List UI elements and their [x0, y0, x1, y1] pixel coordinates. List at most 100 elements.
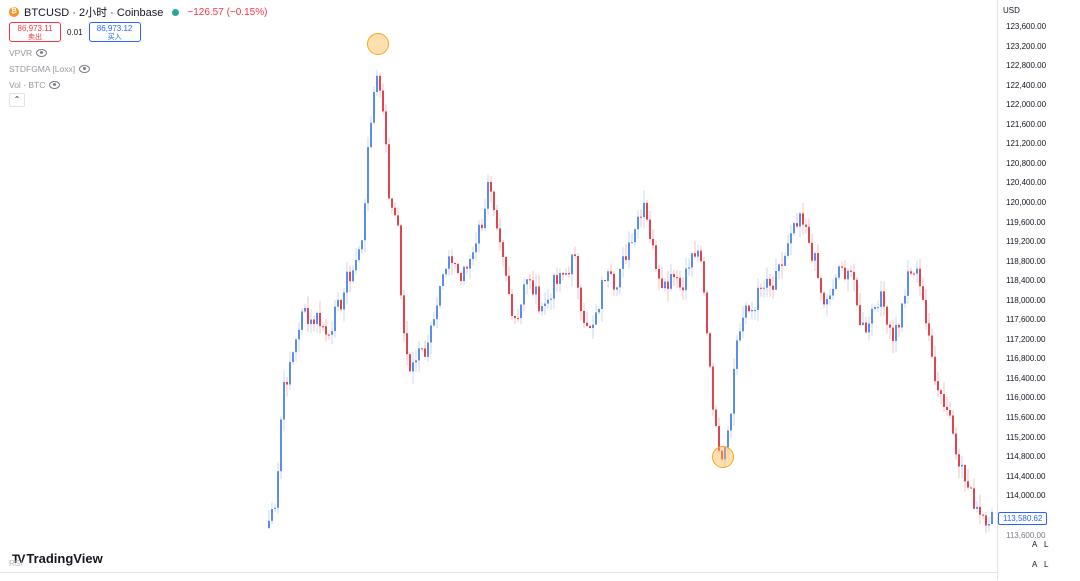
- candle-body: [934, 356, 936, 382]
- candle-body: [394, 207, 396, 216]
- candle-body: [859, 305, 861, 325]
- candle-body: [727, 430, 729, 448]
- candle-body: [493, 191, 495, 211]
- candle-body: [547, 299, 549, 304]
- candle-body: [274, 507, 276, 510]
- auto-scale-button-2[interactable]: A: [1032, 560, 1038, 569]
- candle-body: [889, 324, 891, 328]
- candle-body: [634, 229, 636, 243]
- sell-label: 卖出: [28, 34, 42, 41]
- candle-body: [499, 228, 501, 243]
- candle-body: [472, 252, 474, 260]
- price-tick: 118,000.00: [1006, 295, 1046, 305]
- candle-body: [409, 354, 411, 372]
- price-tick: 122,800.00: [1006, 61, 1047, 71]
- candle-body: [886, 306, 888, 325]
- candle-body: [286, 381, 288, 385]
- indicator-label: Vol · BTC: [9, 79, 46, 90]
- candle-body: [604, 280, 606, 282]
- candle-body: [958, 454, 960, 467]
- candle-body: [526, 279, 528, 285]
- candle-body: [466, 266, 468, 269]
- candle-body: [322, 326, 324, 328]
- candle-body: [436, 305, 438, 320]
- price-tick: 116,800.00: [1006, 354, 1046, 364]
- candle-body: [664, 281, 666, 289]
- candle-body: [379, 75, 381, 91]
- candle-body: [361, 240, 363, 250]
- candle-body: [880, 291, 882, 307]
- symbol-title[interactable]: BTCUSD · 2小时 · Coinbase: [24, 7, 164, 19]
- indicator-stdfgma[interactable]: STDFGMA [Loxx]: [9, 63, 267, 74]
- candle-body: [946, 406, 948, 411]
- candle-body: [520, 304, 522, 319]
- high-marker-circle: [367, 33, 389, 55]
- chevron-up-icon[interactable]: ⌃: [9, 93, 25, 107]
- candle-body: [505, 257, 507, 276]
- candle-body: [442, 274, 444, 287]
- candle-body: [763, 287, 765, 289]
- eye-icon[interactable]: [49, 80, 61, 89]
- candle-body: [799, 213, 801, 227]
- candle-body: [460, 273, 462, 282]
- candles: [268, 69, 993, 534]
- candle-body: [589, 325, 591, 329]
- candle-body: [406, 333, 408, 355]
- candle-body: [817, 253, 819, 279]
- price-tick: 120,000.00: [1006, 197, 1047, 207]
- price-tick: 120,400.00: [1006, 178, 1047, 188]
- candle-body: [349, 271, 351, 282]
- price-tick: 115,600.00: [1006, 413, 1046, 422]
- candle-body: [271, 509, 273, 521]
- log-scale-button[interactable]: L: [1044, 540, 1049, 549]
- indicator-volume[interactable]: Vol · BTC: [9, 79, 267, 90]
- auto-scale-button[interactable]: A: [1032, 540, 1038, 549]
- candle-body: [826, 299, 828, 305]
- candle-body: [991, 512, 993, 524]
- log-scale-button-2[interactable]: L: [1044, 560, 1049, 569]
- tradingview-mark-icon: TV: [12, 551, 25, 566]
- candle-body: [283, 381, 285, 420]
- price-tick: 114,400.00: [1006, 471, 1046, 481]
- candle-body: [952, 415, 954, 434]
- candle-body: [340, 299, 342, 310]
- candle-body: [673, 274, 675, 278]
- buy-button[interactable]: 86,973.12 买入: [88, 22, 141, 42]
- candle-body: [814, 253, 816, 261]
- candle-body: [691, 253, 693, 268]
- candle-body: [937, 381, 939, 391]
- candle-body: [841, 266, 843, 268]
- candle-body: [619, 268, 621, 288]
- candle-body: [850, 270, 852, 272]
- time-axis[interactable]: [0, 572, 997, 581]
- candle-body: [973, 488, 975, 509]
- candle-body: [580, 287, 582, 312]
- candle-body: [625, 256, 627, 260]
- buy-price: 86,973.12: [96, 24, 133, 33]
- indicator-vpvr[interactable]: VPVR: [9, 47, 267, 58]
- candle-body: [577, 256, 579, 288]
- symbol-row[interactable]: ₿ BTCUSD · 2小时 · Coinbase −126.57 (−0.15…: [9, 4, 267, 20]
- candle-body: [280, 419, 282, 472]
- candle-body: [457, 263, 459, 274]
- price-tick: 119,600.00: [1006, 217, 1046, 227]
- candle-body: [559, 272, 561, 284]
- candle-body: [481, 224, 483, 229]
- spread-value: 0.01: [67, 27, 83, 37]
- candle-body: [745, 305, 747, 318]
- candle-body: [760, 287, 762, 289]
- tradingview-logo[interactable]: TV TradingView: [10, 551, 105, 566]
- candle-body: [325, 326, 327, 335]
- sell-button[interactable]: 86,973.11 卖出: [9, 22, 61, 42]
- candle-body: [610, 271, 612, 274]
- candle-body: [445, 268, 447, 275]
- price-tick: 117,200.00: [1006, 334, 1046, 344]
- candle-body: [781, 264, 783, 266]
- candle-body: [700, 250, 702, 262]
- eye-icon[interactable]: [36, 48, 48, 57]
- chart-area[interactable]: [0, 0, 997, 580]
- price-tick: 122,000.00: [1006, 100, 1047, 110]
- price-axis[interactable]: USD 123,600.00 123,200.00 122,800.00 122,40…: [997, 0, 1080, 580]
- candlestick-plot[interactable]: [0, 0, 997, 580]
- eye-icon[interactable]: [79, 64, 91, 73]
